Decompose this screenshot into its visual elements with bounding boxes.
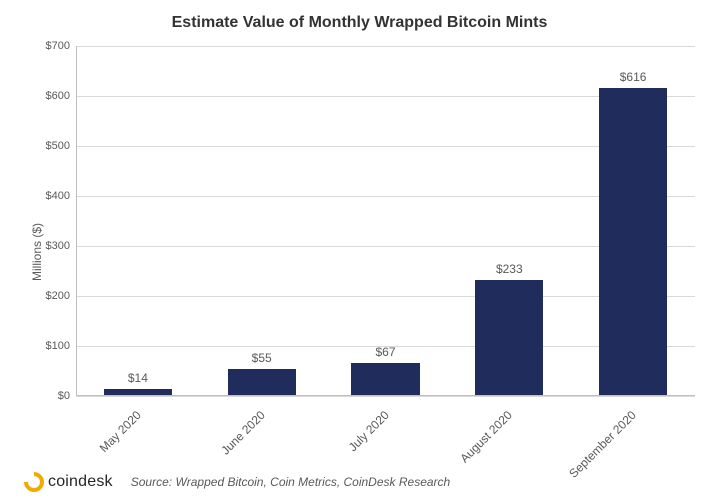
y-tick-label: $100 [30,340,70,352]
gridline [76,396,695,397]
coindesk-logo: coindesk [24,472,113,492]
x-tick-label: September 2020 [566,408,639,481]
x-tick-label: August 2020 [458,408,516,466]
bar-value-label: $55 [252,351,272,365]
footer: coindesk Source: Wrapped Bitcoin, Coin M… [24,472,450,492]
x-tick-label: June 2020 [218,408,268,458]
bar [475,280,543,397]
chart-title: Estimate Value of Monthly Wrapped Bitcoi… [0,14,719,32]
x-tick-label: May 2020 [97,408,144,455]
plot-area: $14 $55 $67 $233 $616 [76,46,695,396]
bar-value-label: $233 [496,262,523,276]
x-axis-line [76,395,695,396]
bar [599,88,667,396]
bar [228,369,296,397]
x-tick-label: July 2020 [345,408,391,454]
y-tick-label: $700 [30,40,70,52]
coindesk-logo-icon [20,468,48,496]
y-tick-label: $500 [30,140,70,152]
source-text: Source: Wrapped Bitcoin, Coin Metrics, C… [131,475,450,489]
y-tick-label: $300 [30,240,70,252]
y-tick-label: $600 [30,90,70,102]
y-axis-label: Millions ($) [30,223,44,281]
y-tick-label: $200 [30,290,70,302]
gridline [76,46,695,47]
y-tick-label: $400 [30,190,70,202]
bar-value-label: $14 [128,371,148,385]
y-tick-label: $0 [30,390,70,402]
chart-container: Estimate Value of Monthly Wrapped Bitcoi… [0,0,719,504]
y-axis-line [76,46,77,396]
bar [351,363,419,397]
bar-value-label: $67 [375,345,395,359]
bar-value-label: $616 [620,70,647,84]
coindesk-logo-text: coindesk [48,473,113,491]
